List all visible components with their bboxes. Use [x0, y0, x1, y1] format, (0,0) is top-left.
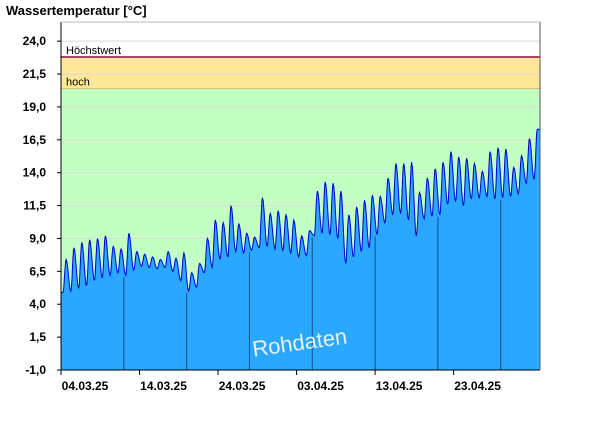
x-tick-label-4: 13.04.25	[376, 379, 423, 393]
y-tick-label-6: 9,0	[29, 231, 46, 245]
hoch-band	[61, 56, 540, 89]
x-tick-label-1: 14.03.25	[140, 379, 187, 393]
x-tick-label-3: 03.04.25	[297, 379, 344, 393]
y-tick-label-0: 24,0	[23, 34, 47, 48]
x-tick-label-5: 23.04.25	[454, 379, 501, 393]
y-tick-label-1: 21,5	[23, 67, 47, 81]
temperature-area	[61, 129, 540, 370]
temperature-line	[61, 128, 540, 293]
y-tick-label-9: 1,5	[29, 330, 46, 344]
y-tick-label-7: 6,5	[29, 264, 46, 278]
chart-title: Wassertemperatur [°C]	[6, 3, 147, 18]
y-tick-label-10: -1,0	[25, 363, 46, 377]
y-tick-label-5: 11,5	[23, 199, 46, 213]
threshold-label-hoechstwert: Höchstwert	[66, 45, 121, 57]
x-tick-label-0: 04.03.25	[62, 379, 109, 393]
y-tick-label-3: 16,5	[23, 133, 47, 147]
x-tick-label-2: 24.03.25	[219, 379, 266, 393]
y-tick-label-2: 19,0	[23, 100, 47, 114]
y-tick-label-8: 4,0	[29, 297, 46, 311]
y-tick-label-4: 14,0	[23, 166, 47, 180]
threshold-label-hoch: hoch	[66, 77, 90, 89]
